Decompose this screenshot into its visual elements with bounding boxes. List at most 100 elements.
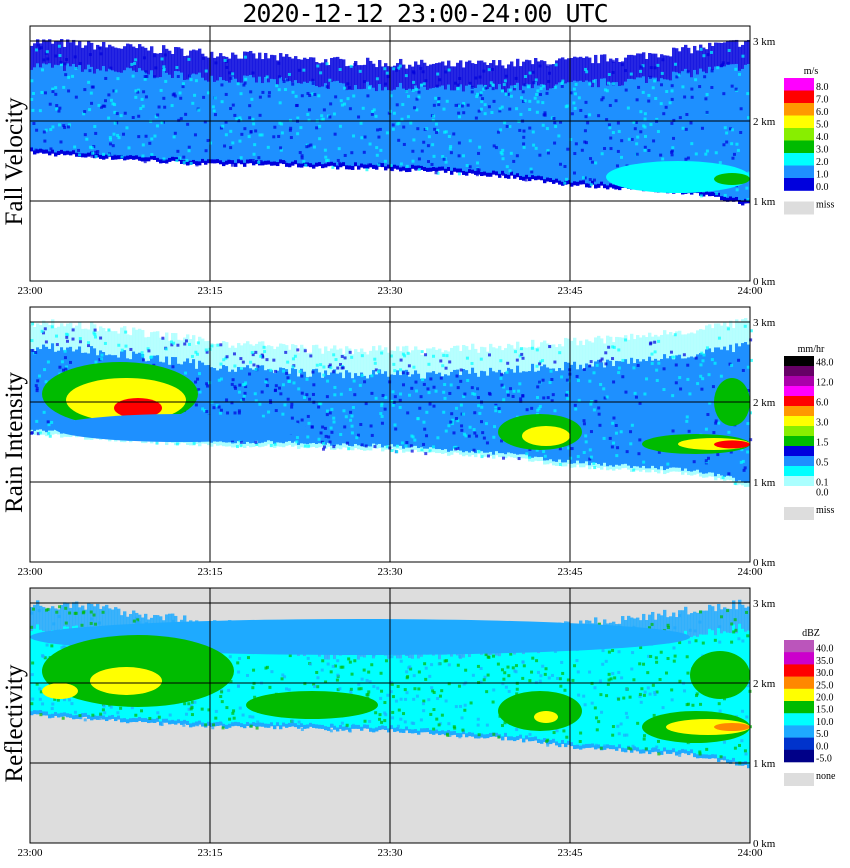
echo-cell xyxy=(426,654,430,729)
echo-cell xyxy=(546,90,550,179)
echo-speckle xyxy=(727,48,731,52)
echo-speckle xyxy=(548,71,552,75)
echo-speckle xyxy=(189,78,193,82)
echo-speckle xyxy=(503,721,507,725)
echo-speckle xyxy=(364,444,368,448)
echo-cell xyxy=(450,371,454,452)
echo-speckle xyxy=(31,91,35,95)
echo-speckle xyxy=(639,69,643,73)
echo-speckle xyxy=(460,716,464,720)
echo-cell xyxy=(687,357,691,472)
echo-cell xyxy=(297,83,301,165)
echo-speckle xyxy=(400,441,404,445)
echo-speckle xyxy=(471,392,475,396)
echo-cell xyxy=(81,153,85,158)
echo-speckle xyxy=(501,157,505,161)
echo-cell xyxy=(111,714,115,719)
echo-speckle xyxy=(536,670,540,674)
echo-speckle xyxy=(524,75,528,79)
echo-cell xyxy=(402,653,406,730)
echo-cell xyxy=(660,358,664,468)
echo-speckle xyxy=(94,155,98,159)
echo-cell xyxy=(216,56,220,85)
echo-cell xyxy=(531,457,535,462)
echo-speckle xyxy=(196,377,200,381)
echo-speckle xyxy=(476,387,480,391)
echo-speckle xyxy=(734,67,738,71)
echo-cell xyxy=(372,63,376,92)
echo-feature xyxy=(606,161,750,193)
echo-speckle xyxy=(136,90,140,94)
echo-speckle xyxy=(379,148,383,152)
echo-cell xyxy=(390,725,394,730)
echo-cell xyxy=(675,355,679,469)
echo-speckle xyxy=(58,106,62,110)
echo-speckle xyxy=(634,120,638,124)
echo-cell xyxy=(483,371,487,454)
echo-cell xyxy=(315,444,319,449)
echo-cell xyxy=(447,351,451,380)
echo-cell xyxy=(621,85,625,185)
echo-cell xyxy=(120,48,124,77)
echo-speckle xyxy=(385,131,389,135)
echo-speckle xyxy=(390,655,394,659)
echo-speckle xyxy=(553,85,557,89)
echo-speckle xyxy=(741,459,745,463)
echo-cell xyxy=(414,729,418,734)
echo-speckle xyxy=(59,63,63,67)
echo-cell xyxy=(396,87,400,167)
echo-cell xyxy=(30,349,34,431)
echo-cell xyxy=(693,611,697,640)
echo-speckle xyxy=(348,660,352,664)
echo-speckle xyxy=(376,370,380,374)
echo-cell xyxy=(39,429,43,434)
echo-cell xyxy=(399,658,403,730)
echo-speckle xyxy=(368,142,372,146)
echo-speckle xyxy=(727,472,731,476)
echo-cell xyxy=(33,710,37,715)
echo-speckle xyxy=(252,152,256,156)
echo-cell xyxy=(729,64,733,198)
echo-speckle xyxy=(204,723,208,727)
echo-speckle xyxy=(259,354,263,358)
echo-speckle xyxy=(597,412,601,416)
echo-speckle xyxy=(55,334,59,338)
echo-cell xyxy=(582,744,586,749)
echo-speckle xyxy=(143,160,147,164)
colorbar-swatch xyxy=(784,436,814,447)
echo-speckle xyxy=(116,133,120,137)
echo-speckle xyxy=(444,70,448,74)
echo-speckle xyxy=(583,703,587,707)
echo-speckle xyxy=(36,43,40,47)
echo-speckle xyxy=(295,103,299,107)
echo-cell xyxy=(219,368,223,443)
echo-cell xyxy=(75,45,79,74)
echo-cell xyxy=(279,725,283,730)
echo-cell xyxy=(588,644,592,745)
echo-speckle xyxy=(237,390,241,394)
echo-cell xyxy=(534,347,538,376)
echo-speckle xyxy=(154,66,158,70)
echo-speckle xyxy=(309,354,313,358)
echo-speckle xyxy=(543,454,547,458)
echo-cell xyxy=(258,653,262,724)
echo-speckle xyxy=(492,99,496,103)
echo-speckle xyxy=(350,424,354,428)
echo-speckle xyxy=(349,64,353,68)
echo-cell xyxy=(528,737,532,742)
echo-cell xyxy=(75,325,79,354)
echo-cell xyxy=(288,163,292,168)
echo-speckle xyxy=(673,62,677,66)
echo-speckle xyxy=(462,394,466,398)
echo-speckle xyxy=(746,92,750,96)
colorbar-swatch xyxy=(784,396,814,407)
echo-cell xyxy=(627,639,631,747)
echo-cell xyxy=(474,87,478,172)
echo-cell xyxy=(576,744,580,749)
echo-cell xyxy=(618,85,622,187)
echo-cell xyxy=(504,348,508,377)
echo-speckle xyxy=(273,442,277,446)
echo-speckle xyxy=(432,154,436,158)
echo-cell xyxy=(66,39,70,68)
echo-cell xyxy=(378,726,382,731)
